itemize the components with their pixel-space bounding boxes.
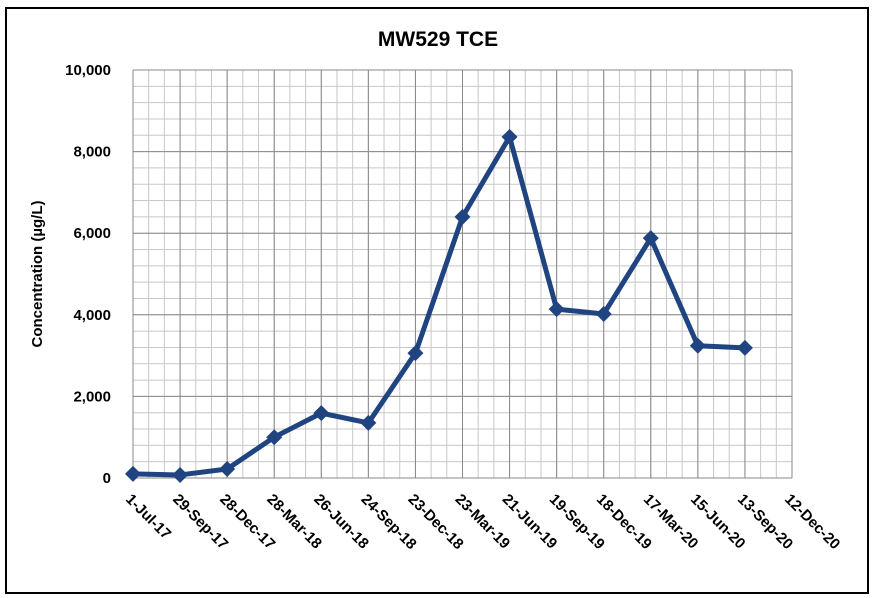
data-point	[689, 337, 706, 354]
y-tick-label: 10,000	[65, 62, 111, 79]
y-tick-label: 8,000	[73, 144, 111, 161]
y-tick-label: 0	[103, 470, 111, 487]
y-tick-label: 4,000	[73, 307, 111, 324]
data-point	[642, 230, 659, 247]
data-point	[736, 339, 753, 356]
data-point	[454, 208, 471, 225]
data-point	[172, 466, 189, 483]
data-point	[125, 465, 141, 482]
data-point	[548, 301, 565, 318]
y-tick-label: 6,000	[73, 225, 111, 242]
data-point	[313, 405, 330, 422]
y-tick-label: 2,000	[73, 388, 111, 405]
data-line	[132, 134, 746, 478]
data-point	[219, 461, 236, 478]
data-point	[501, 128, 518, 145]
y-axis-label: Concentration (µg/L)	[29, 201, 46, 348]
data-point	[595, 305, 612, 322]
data-point	[266, 429, 283, 446]
chart-title: MW529 TCE	[378, 28, 498, 51]
data-point	[360, 414, 377, 431]
data-point	[407, 345, 424, 362]
chart-frame	[5, 7, 869, 594]
